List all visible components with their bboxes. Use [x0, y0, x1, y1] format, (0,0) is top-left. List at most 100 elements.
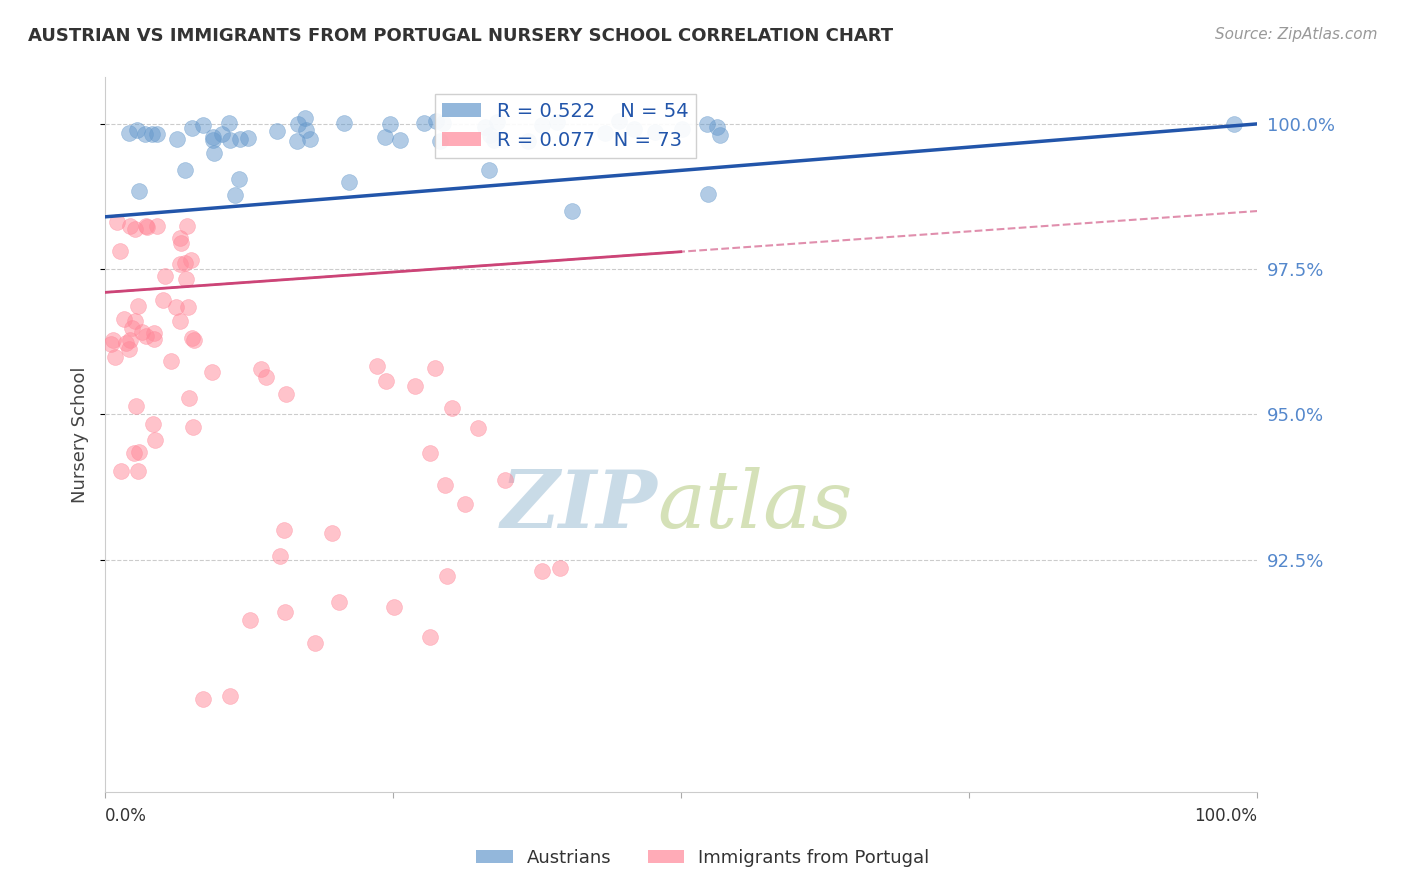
Point [176, 219, 198, 233]
Point [321, 526, 343, 541]
Legend: R = 0.522    N = 54, R = 0.077   N = 73: R = 0.522 N = 54, R = 0.077 N = 73 [434, 95, 696, 158]
Point [142, 417, 165, 432]
Point [105, 215, 128, 229]
Point [254, 370, 277, 384]
Point [202, 129, 225, 144]
Point [170, 235, 193, 250]
Point [328, 595, 350, 609]
Point [374, 129, 396, 144]
Text: 0.0%: 0.0% [104, 806, 146, 824]
Point [169, 257, 191, 271]
Point [429, 134, 451, 148]
Point [128, 184, 150, 198]
Point [134, 127, 156, 141]
Point [388, 133, 411, 147]
Point [374, 374, 396, 388]
Point [644, 125, 666, 139]
Point [166, 131, 188, 145]
Point [177, 300, 200, 314]
Point [202, 133, 225, 147]
Point [108, 244, 131, 258]
Text: ZIP: ZIP [501, 467, 658, 545]
Point [546, 115, 568, 129]
Point [413, 116, 436, 130]
Point [436, 569, 458, 583]
Point [124, 446, 146, 460]
Point [337, 175, 360, 189]
Point [266, 124, 288, 138]
Point [125, 400, 148, 414]
Point [530, 118, 553, 132]
Point [135, 329, 157, 343]
Point [607, 113, 630, 128]
Point [145, 127, 167, 141]
Point [219, 690, 242, 704]
Point [378, 117, 401, 131]
Point [104, 350, 127, 364]
Point [181, 121, 204, 136]
Text: Source: ZipAtlas.com: Source: ZipAtlas.com [1215, 27, 1378, 42]
Point [382, 599, 405, 614]
Text: 100.0%: 100.0% [1194, 806, 1257, 824]
Text: atlas: atlas [658, 467, 853, 545]
Point [269, 549, 291, 563]
Point [478, 163, 501, 178]
Point [174, 163, 197, 178]
Point [419, 630, 441, 644]
Point [127, 465, 149, 479]
Point [224, 188, 246, 202]
Point [128, 445, 150, 459]
Point [366, 359, 388, 373]
Point [228, 171, 250, 186]
Point [115, 335, 138, 350]
Point [202, 146, 225, 161]
Point [211, 127, 233, 141]
Point [153, 268, 176, 283]
Point [294, 123, 316, 137]
Point [169, 230, 191, 244]
Point [124, 314, 146, 328]
Point [404, 379, 426, 393]
Point [124, 222, 146, 236]
Point [169, 314, 191, 328]
Point [136, 220, 159, 235]
Legend: Austrians, Immigrants from Portugal: Austrians, Immigrants from Portugal [470, 842, 936, 874]
Point [239, 613, 262, 627]
Point [127, 123, 149, 137]
Point [433, 478, 456, 492]
Point [180, 330, 202, 344]
Point [100, 337, 122, 351]
Point [696, 117, 718, 131]
Point [273, 523, 295, 537]
Point [440, 401, 463, 415]
Point [180, 253, 202, 268]
Point [219, 133, 242, 147]
Point [285, 134, 308, 148]
Point [118, 219, 141, 233]
Point [274, 387, 297, 401]
Point [479, 128, 502, 142]
Point [173, 256, 195, 270]
Point [143, 433, 166, 447]
Point [287, 117, 309, 131]
Point [517, 134, 540, 148]
Point [299, 132, 322, 146]
Point [494, 473, 516, 487]
Point [118, 126, 141, 140]
Point [141, 127, 163, 141]
Point [183, 333, 205, 347]
Point [142, 332, 165, 346]
Point [160, 354, 183, 368]
Point [696, 186, 718, 201]
Point [425, 114, 447, 128]
Point [432, 116, 454, 130]
Text: AUSTRIAN VS IMMIGRANTS FROM PORTUGAL NURSERY SCHOOL CORRELATION CHART: AUSTRIAN VS IMMIGRANTS FROM PORTUGAL NUR… [28, 27, 893, 45]
Point [706, 120, 728, 134]
Point [183, 420, 205, 434]
Point [112, 311, 135, 326]
Point [143, 326, 166, 340]
Point [191, 118, 214, 132]
Point [250, 362, 273, 376]
Point [127, 299, 149, 313]
Point [121, 320, 143, 334]
